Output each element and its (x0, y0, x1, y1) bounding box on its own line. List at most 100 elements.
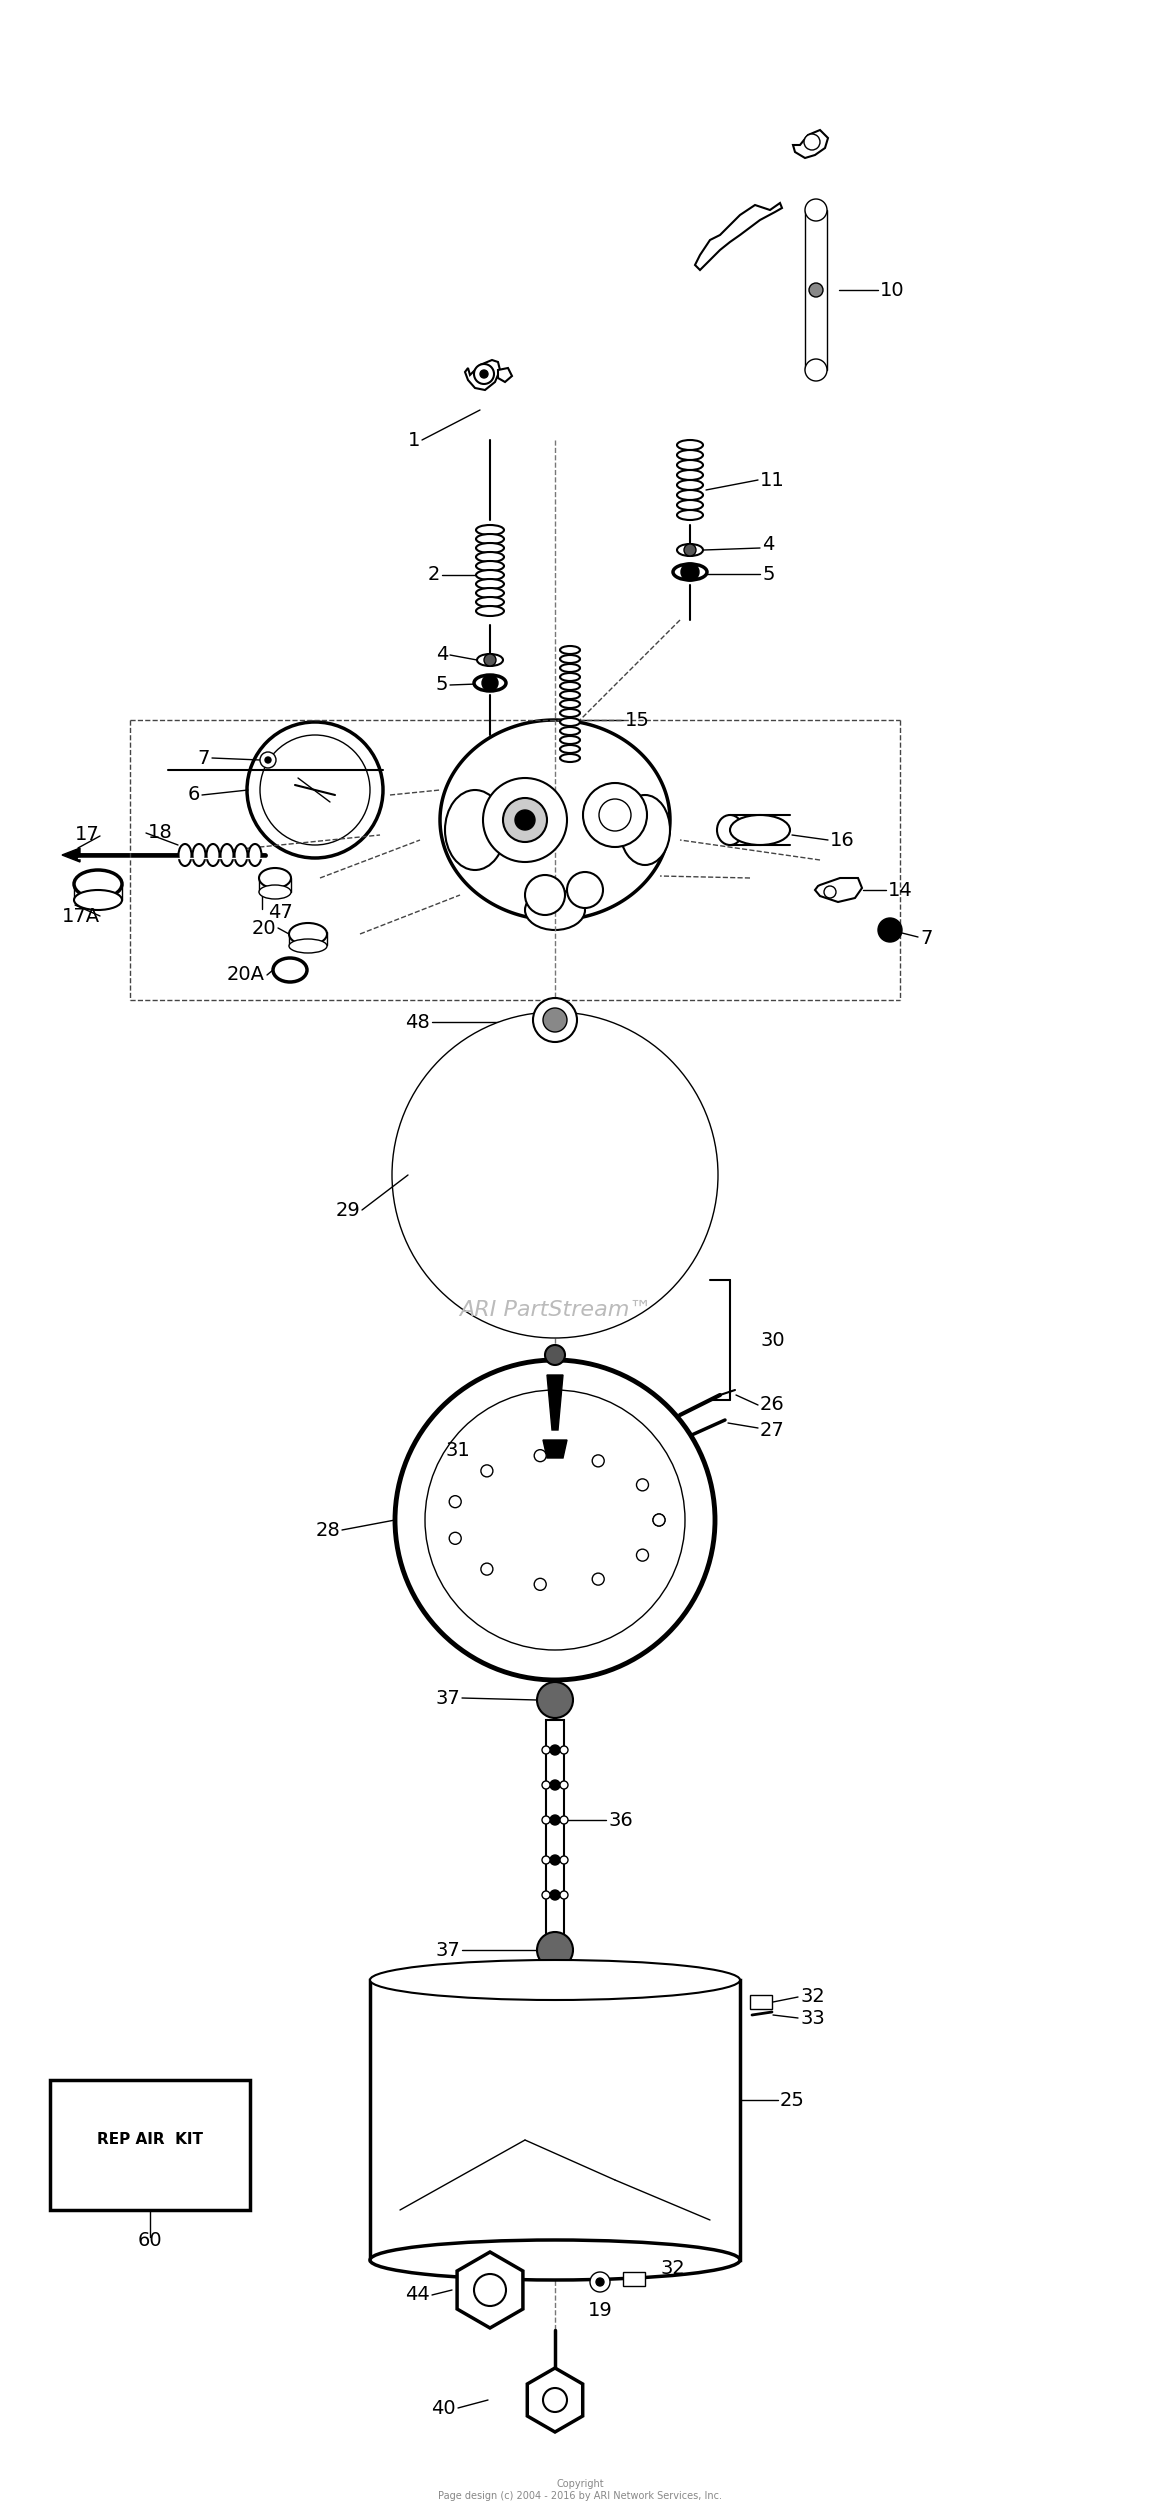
Ellipse shape (717, 814, 744, 844)
Text: 2: 2 (428, 565, 440, 585)
Ellipse shape (560, 746, 580, 754)
Text: 17A: 17A (61, 907, 100, 927)
Text: 20A: 20A (227, 965, 264, 985)
Circle shape (474, 364, 494, 384)
Text: REP AIR  KIT: REP AIR KIT (97, 2133, 203, 2148)
Ellipse shape (476, 605, 503, 615)
Ellipse shape (677, 480, 703, 490)
Ellipse shape (560, 701, 580, 708)
Bar (623, 2271, 645, 2286)
Circle shape (550, 1781, 560, 1791)
Circle shape (260, 751, 276, 769)
Text: 18: 18 (148, 821, 173, 842)
Circle shape (824, 887, 836, 897)
Ellipse shape (476, 560, 503, 570)
Ellipse shape (289, 939, 327, 952)
Text: 5: 5 (435, 676, 448, 693)
Circle shape (392, 1012, 718, 1339)
Text: 11: 11 (760, 470, 785, 490)
Ellipse shape (370, 1959, 740, 2000)
Text: 26: 26 (760, 1397, 785, 1414)
Bar (805, 211, 827, 369)
Ellipse shape (560, 691, 580, 698)
Circle shape (560, 1856, 568, 1864)
Text: 48: 48 (405, 1012, 430, 1032)
Text: 16: 16 (831, 831, 855, 849)
Circle shape (567, 872, 603, 907)
Ellipse shape (677, 510, 703, 520)
Circle shape (525, 874, 565, 914)
Ellipse shape (560, 754, 580, 761)
Text: 5: 5 (762, 565, 775, 583)
Circle shape (532, 997, 577, 1042)
Ellipse shape (619, 794, 670, 864)
Circle shape (590, 2271, 610, 2291)
Text: Copyright
Page design (c) 2004 - 2016 by ARI Network Services, Inc.: Copyright Page design (c) 2004 - 2016 by… (438, 2479, 722, 2502)
Ellipse shape (445, 789, 505, 869)
Circle shape (583, 784, 647, 847)
Text: 44: 44 (405, 2286, 430, 2304)
Ellipse shape (560, 736, 580, 744)
Text: 19: 19 (588, 2301, 612, 2319)
Circle shape (550, 1746, 560, 1756)
Text: 7: 7 (197, 749, 210, 769)
Ellipse shape (220, 844, 233, 867)
Ellipse shape (677, 545, 703, 555)
Text: 33: 33 (800, 2010, 825, 2027)
Ellipse shape (193, 844, 205, 867)
Circle shape (653, 1515, 665, 1525)
Circle shape (637, 1550, 648, 1560)
Polygon shape (548, 1374, 563, 1429)
Bar (50, 2080, 251, 2211)
Circle shape (804, 133, 820, 151)
Bar (546, 1721, 564, 1939)
Circle shape (596, 2278, 604, 2286)
Circle shape (653, 1515, 665, 1525)
Text: 37: 37 (435, 1939, 461, 1959)
Text: 60: 60 (138, 2231, 162, 2251)
Ellipse shape (560, 646, 580, 653)
Text: 14: 14 (889, 882, 913, 899)
Circle shape (805, 198, 827, 221)
Circle shape (637, 1480, 648, 1490)
Ellipse shape (476, 570, 503, 580)
Polygon shape (528, 2369, 582, 2432)
Circle shape (542, 1781, 550, 1789)
Polygon shape (457, 2251, 523, 2329)
Text: 31: 31 (445, 1439, 470, 1459)
Circle shape (396, 1359, 715, 1681)
Text: 4: 4 (436, 646, 448, 666)
Ellipse shape (525, 889, 585, 929)
Ellipse shape (730, 814, 790, 844)
Circle shape (483, 676, 498, 691)
Circle shape (593, 1573, 604, 1585)
Text: 30: 30 (760, 1331, 784, 1349)
Ellipse shape (560, 656, 580, 663)
Circle shape (537, 1683, 573, 1718)
Circle shape (515, 809, 535, 829)
Polygon shape (498, 367, 512, 382)
Ellipse shape (476, 535, 503, 545)
Ellipse shape (677, 470, 703, 480)
Ellipse shape (476, 543, 503, 553)
Ellipse shape (477, 653, 503, 666)
Text: 27: 27 (760, 1419, 785, 1439)
Ellipse shape (560, 718, 580, 726)
Circle shape (543, 1007, 567, 1032)
Text: 37: 37 (435, 1688, 461, 1708)
Text: 17: 17 (75, 826, 100, 844)
Polygon shape (695, 203, 782, 269)
Ellipse shape (259, 884, 291, 899)
Circle shape (484, 653, 496, 666)
Text: 36: 36 (608, 1811, 632, 1829)
Circle shape (681, 563, 699, 580)
Circle shape (260, 736, 370, 844)
Circle shape (593, 1454, 604, 1467)
Ellipse shape (179, 844, 191, 867)
Circle shape (560, 1781, 568, 1789)
Text: 15: 15 (625, 711, 650, 728)
Ellipse shape (677, 490, 703, 500)
Circle shape (542, 1856, 550, 1864)
Circle shape (537, 1932, 573, 1967)
Ellipse shape (476, 525, 503, 535)
